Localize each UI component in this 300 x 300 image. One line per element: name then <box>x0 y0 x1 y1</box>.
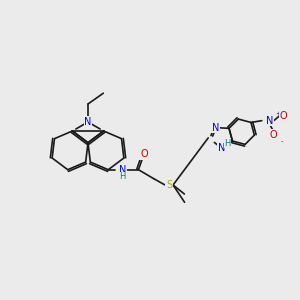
Text: S: S <box>166 180 172 190</box>
Text: H: H <box>224 139 231 148</box>
Text: N: N <box>118 165 126 175</box>
Text: -: - <box>280 139 283 145</box>
Text: O: O <box>280 111 288 121</box>
Text: N: N <box>266 116 274 126</box>
Text: O: O <box>140 149 148 159</box>
Text: N: N <box>218 143 225 153</box>
Text: H: H <box>119 172 125 181</box>
Text: +: + <box>275 111 281 117</box>
Text: N: N <box>212 123 220 133</box>
Text: O: O <box>270 130 278 140</box>
Text: N: N <box>84 117 92 127</box>
